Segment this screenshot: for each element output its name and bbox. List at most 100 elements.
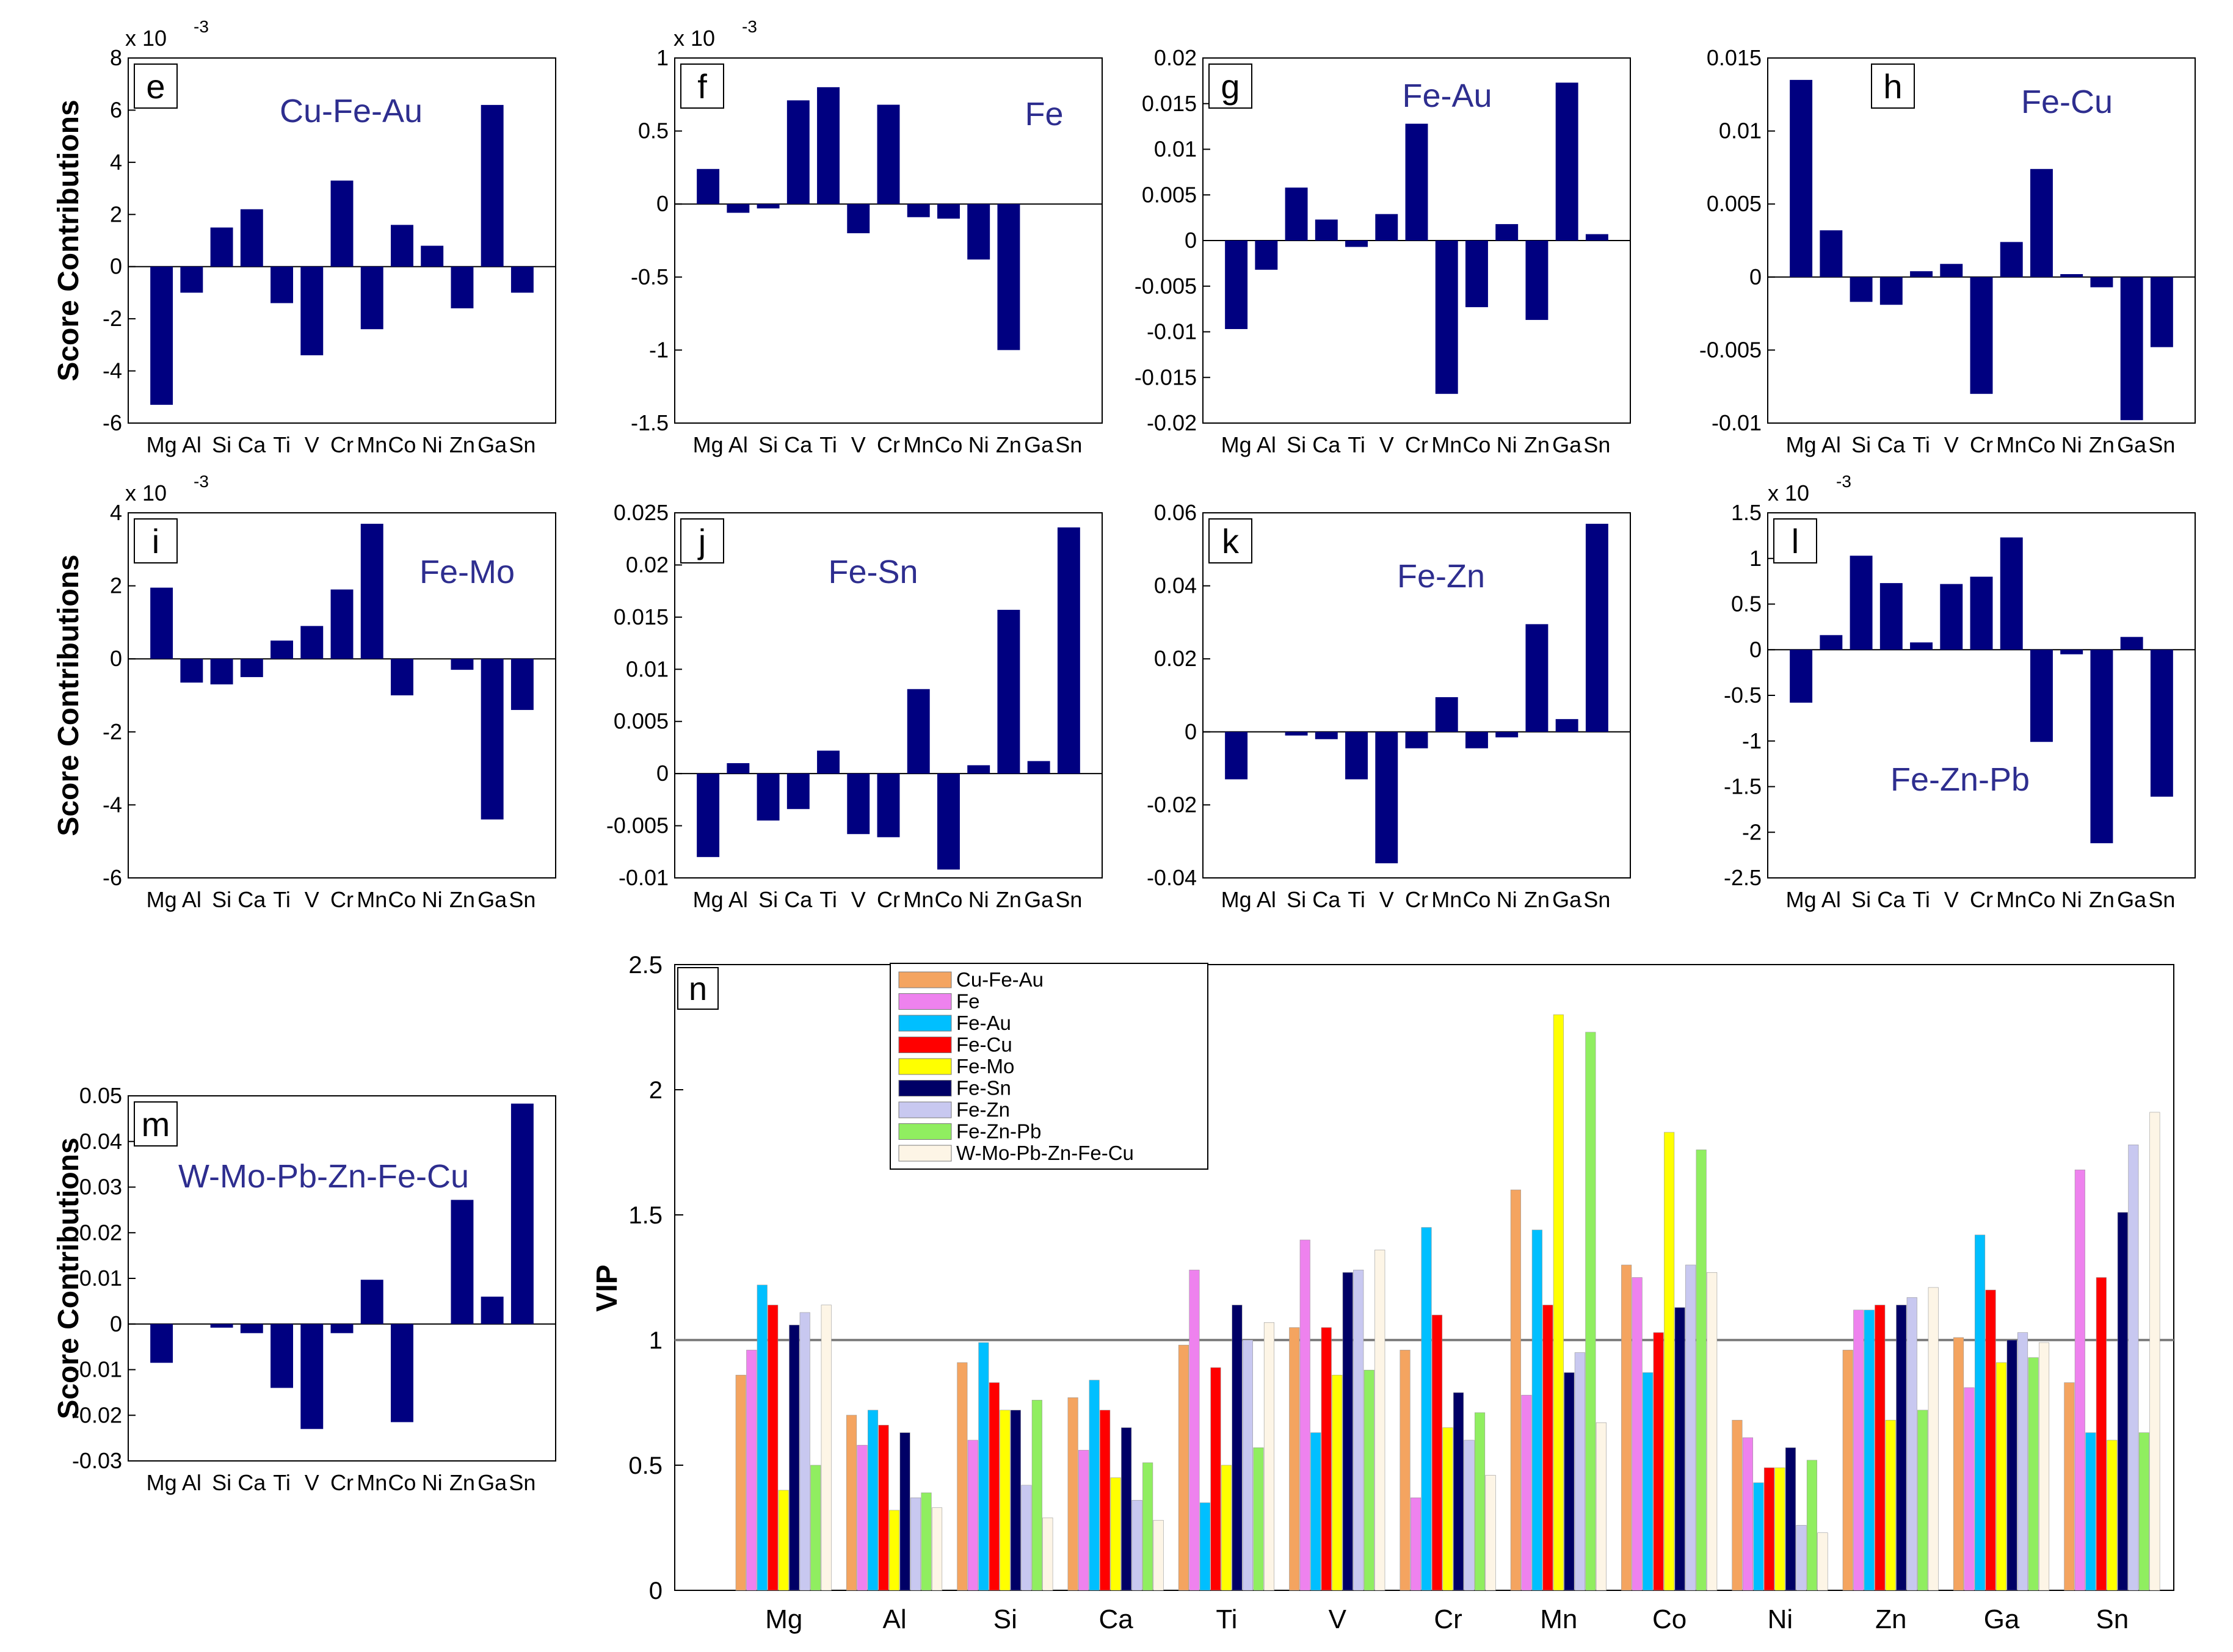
legend-label-Fe-Sn: Fe-Sn (956, 1077, 1011, 1100)
bar-e-Cr (330, 180, 354, 267)
bar-g-Al (1255, 241, 1278, 270)
bar-m-Si (210, 1324, 233, 1328)
bar-m-Co (391, 1324, 413, 1422)
y-tick-label-n: 1 (649, 1327, 663, 1354)
bar-n-Mn-Fe-Sn (1564, 1372, 1575, 1591)
legend-swatch-Fe-Au (898, 1015, 952, 1032)
chart-title-f: Fe (1025, 96, 1063, 132)
y-tick-label-k: 0.02 (1154, 646, 1197, 671)
x-tick-label-n: Ca (1099, 1604, 1134, 1634)
bar-f-Al (727, 204, 750, 213)
bar-n-Zn-Fe-Au (1864, 1310, 1875, 1591)
bar-m-V (300, 1324, 324, 1429)
y-tick-label-k: 0.06 (1154, 500, 1197, 525)
legend-label-Fe-Mo: Fe-Mo (956, 1055, 1014, 1078)
legend-label-Fe-Zn: Fe-Zn (956, 1098, 1010, 1121)
bar-i-Ga (481, 659, 504, 820)
y-tick-label-f: 1 (656, 45, 669, 70)
y-tick-label-i: -6 (103, 865, 122, 890)
bar-n-V-Fe-Cu (1321, 1327, 1332, 1591)
x-tick-label-n: Mg (765, 1604, 802, 1634)
x-tick-label-l: Mn (1996, 887, 2027, 912)
x-tick-label-g: V (1379, 432, 1394, 457)
x-tick-label-k: V (1379, 887, 1394, 912)
y-tick-label-m: 0.01 (79, 1266, 122, 1291)
plot-frame-f (674, 57, 1103, 424)
x-tick-label-f: Cr (877, 432, 900, 457)
bar-e-Mn (360, 266, 383, 330)
bar-n-Ni-Fe-Cu (1763, 1467, 1774, 1591)
y-tick-label-i: -4 (103, 792, 122, 817)
x-tick-label-k: Mg (1221, 887, 1252, 912)
plot-frame-e (128, 57, 556, 424)
y-tick-label-h: 0.015 (1707, 45, 1762, 70)
bar-n-Co-Fe-Mo (1664, 1132, 1675, 1591)
x-tick-label-f: Si (758, 432, 778, 457)
bar-n-Al-Fe-Zn-Pb (921, 1492, 932, 1591)
bar-n-V-Cu-Fe-Au (1289, 1327, 1300, 1591)
legend-swatch-Fe-Zn-Pb (898, 1123, 952, 1140)
x-tick-label-n: Ni (1768, 1604, 1793, 1634)
bar-i-Mg (150, 587, 173, 659)
bar-k-Ti (1345, 731, 1368, 780)
bar-g-Mg (1225, 241, 1248, 330)
y-tick-label-j: -0.01 (619, 865, 669, 890)
y-tick-label-f: -1.5 (631, 410, 669, 435)
bar-g-Sn (1585, 234, 1608, 241)
x-tick-label-k: Sn (1583, 887, 1610, 912)
bar-e-Ni (421, 245, 444, 267)
bar-n-V-Fe (1299, 1239, 1310, 1591)
exponent-label-i: x 10 (125, 480, 167, 505)
plot-frame-m (128, 1095, 556, 1462)
bar-n-Zn-Fe (1853, 1310, 1864, 1591)
y-tick-label-l: -1.5 (1724, 774, 1762, 799)
y-tick-label-n: 2.5 (628, 952, 663, 979)
y-axis-label-e: Score Contributions (53, 100, 85, 381)
bar-j-Co (937, 773, 960, 870)
panel-label-box-l (1773, 518, 1817, 563)
y-tick-label-k: -0.04 (1147, 865, 1197, 890)
x-tick-label-f: Ni (968, 432, 989, 457)
bar-j-Zn (997, 609, 1020, 774)
bar-l-Al (1820, 635, 1843, 650)
bar-n-Co-Fe-Cu (1653, 1332, 1664, 1591)
y-tick-label-h: -0.01 (1712, 410, 1762, 435)
bar-e-Ca (240, 209, 263, 267)
bar-n-V-Fe-Sn (1342, 1272, 1353, 1591)
y-tick-label-h: 0.01 (1719, 118, 1762, 143)
bar-k-Ga (1555, 719, 1578, 732)
bar-n-Zn-Fe-Cu (1875, 1305, 1886, 1591)
x-tick-label-g: Sn (1583, 432, 1610, 457)
bar-n-Al-Fe-Cu (878, 1425, 889, 1591)
x-tick-label-k: Si (1287, 887, 1306, 912)
panel-label-box-n (677, 967, 719, 1010)
bar-j-Sn (1057, 527, 1080, 774)
panel-label-f: f (697, 67, 707, 106)
y-tick-label-n: 0 (649, 1578, 663, 1604)
x-tick-label-n: Sn (2096, 1604, 2129, 1634)
x-tick-label-m: Ni (422, 1470, 443, 1495)
plot-frame-i (128, 512, 556, 879)
bar-n-Si-Fe-Mo (1000, 1410, 1011, 1591)
bar-i-Sn (510, 659, 534, 710)
x-tick-label-k: Co (1462, 887, 1490, 912)
bar-g-Ga (1555, 82, 1578, 241)
x-tick-label-f: Ti (819, 432, 837, 457)
y-tick-label-n: 0.5 (628, 1452, 663, 1479)
x-tick-label-e: Zn (449, 432, 475, 457)
bar-n-Ga-Fe-Au (1975, 1234, 1986, 1591)
exponent-label-e: x 10 (125, 26, 167, 51)
exponent-power-f: -3 (742, 17, 757, 36)
bar-f-Ti (817, 87, 840, 205)
bar-n-V-Fe-Zn-Pb (1363, 1369, 1374, 1591)
bar-n-Mg-Fe (746, 1350, 757, 1591)
bar-n-Ni-Fe-Zn-Pb (1806, 1460, 1817, 1591)
bar-n-Si-Fe-Sn (1010, 1410, 1021, 1591)
bar-n-Cr-Fe-Sn (1453, 1392, 1464, 1591)
exponent-power-i: -3 (194, 472, 209, 491)
bar-n-Mg-W-Mo-Pb-Zn-Fe-Cu (821, 1305, 832, 1591)
bar-n-Mn-Fe-Zn (1574, 1352, 1585, 1591)
x-tick-label-i: Mg (147, 887, 177, 912)
y-tick-label-e: 6 (110, 97, 122, 122)
x-tick-label-h: Al (1821, 432, 1841, 457)
